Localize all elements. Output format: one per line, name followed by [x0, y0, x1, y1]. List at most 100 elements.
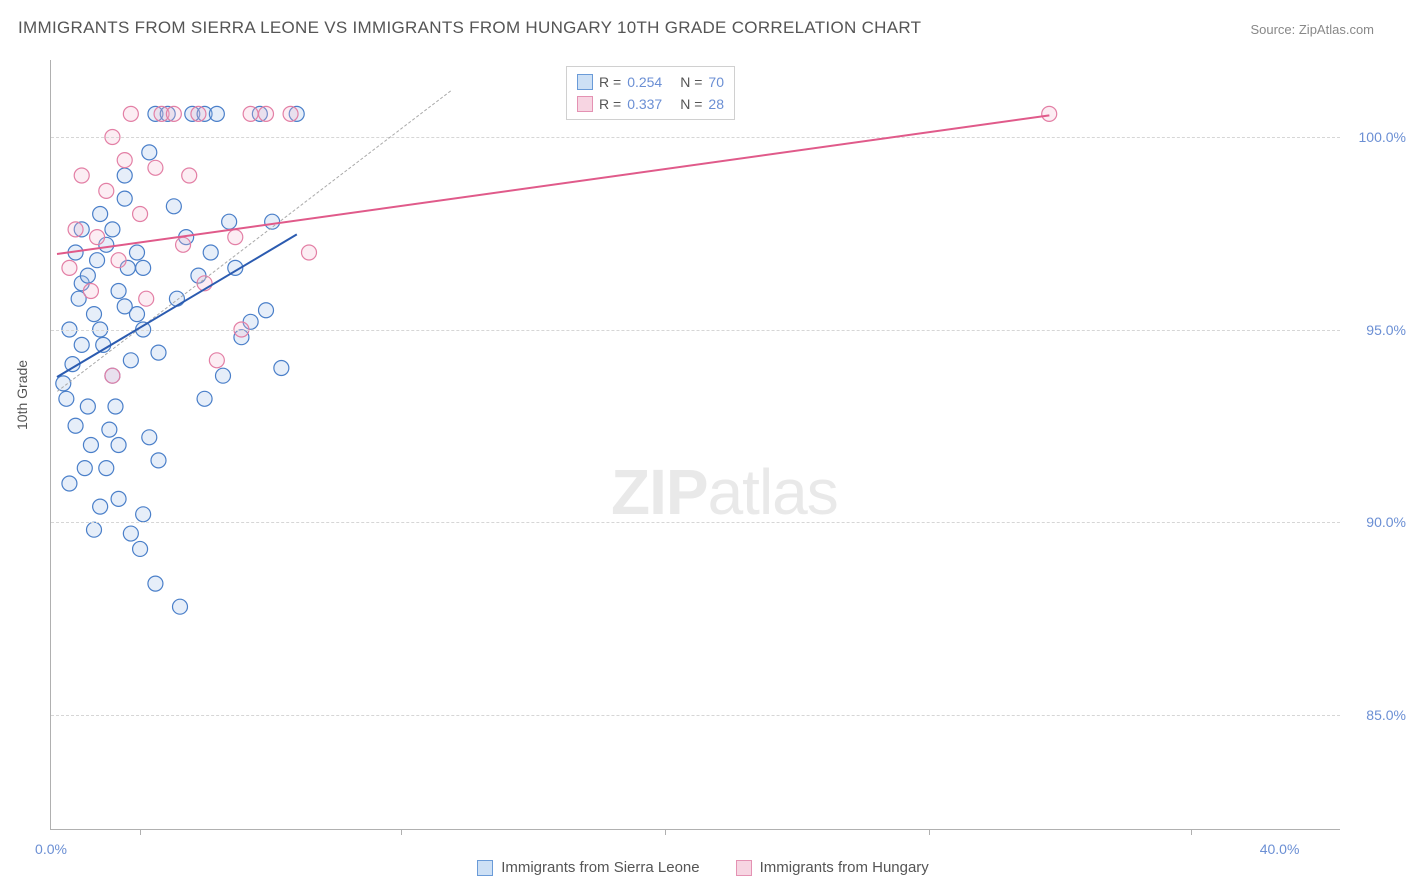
- data-point: [191, 106, 206, 121]
- legend-n-value: 28: [708, 96, 724, 112]
- data-point: [197, 391, 212, 406]
- legend-r-label: R =: [599, 96, 621, 112]
- data-point: [123, 106, 138, 121]
- x-tick-label: 40.0%: [1260, 841, 1300, 857]
- data-point: [228, 230, 243, 245]
- data-point: [117, 153, 132, 168]
- legend-swatch: [577, 96, 593, 112]
- y-tick-label: 95.0%: [1346, 322, 1406, 338]
- data-point: [93, 499, 108, 514]
- legend-row: R = 0.254 N = 70: [577, 71, 724, 93]
- data-point: [139, 291, 154, 306]
- legend-swatch: [577, 74, 593, 90]
- data-point: [62, 260, 77, 275]
- data-point: [117, 168, 132, 183]
- data-point: [136, 260, 151, 275]
- data-point: [80, 399, 95, 414]
- data-point: [209, 106, 224, 121]
- x-tick-mark: [929, 829, 930, 835]
- x-tick-label: 0.0%: [35, 841, 67, 857]
- data-point: [176, 237, 191, 252]
- gridline: [51, 330, 1340, 331]
- data-point: [80, 268, 95, 283]
- data-point: [62, 476, 77, 491]
- data-point: [203, 245, 218, 260]
- gridline: [51, 715, 1340, 716]
- source-attribution: Source: ZipAtlas.com: [1250, 22, 1374, 37]
- data-point: [90, 253, 105, 268]
- x-tick-mark: [1191, 829, 1192, 835]
- legend-swatch: [736, 860, 752, 876]
- data-point: [111, 284, 126, 299]
- gridline: [51, 137, 1340, 138]
- data-point: [102, 422, 117, 437]
- legend-row: R = 0.337 N = 28: [577, 93, 724, 115]
- legend-r-label: R =: [599, 74, 621, 90]
- data-point: [117, 191, 132, 206]
- legend-swatch: [477, 860, 493, 876]
- data-point: [99, 183, 114, 198]
- legend-n-label: N =: [680, 74, 702, 90]
- data-point: [68, 222, 83, 237]
- data-point: [87, 522, 102, 537]
- data-point: [83, 438, 98, 453]
- data-point: [59, 391, 74, 406]
- x-tick-mark: [665, 829, 666, 835]
- data-point: [216, 368, 231, 383]
- series-legend-item: Immigrants from Sierra Leone: [477, 859, 699, 876]
- series-legend-label: Immigrants from Sierra Leone: [501, 859, 699, 876]
- data-point: [222, 214, 237, 229]
- gridline: [51, 522, 1340, 523]
- y-tick-label: 90.0%: [1346, 514, 1406, 530]
- data-point: [259, 303, 274, 318]
- legend-n-value: 70: [708, 74, 724, 90]
- y-axis-label: 10th Grade: [14, 360, 30, 430]
- data-point: [93, 207, 108, 222]
- legend-r-value: 0.254: [627, 74, 662, 90]
- legend-r-value: 0.337: [627, 96, 662, 112]
- data-point: [243, 106, 258, 121]
- data-point: [209, 353, 224, 368]
- data-point: [68, 418, 83, 433]
- legend-n-label: N =: [680, 96, 702, 112]
- data-point: [182, 168, 197, 183]
- data-point: [173, 599, 188, 614]
- data-point: [108, 399, 123, 414]
- data-point: [130, 307, 145, 322]
- series-legend: Immigrants from Sierra Leone Immigrants f…: [0, 859, 1406, 876]
- data-point: [111, 253, 126, 268]
- y-tick-label: 100.0%: [1346, 129, 1406, 145]
- data-point: [133, 541, 148, 556]
- data-point: [148, 160, 163, 175]
- series-legend-item: Immigrants from Hungary: [736, 859, 929, 876]
- data-point: [151, 345, 166, 360]
- data-point: [133, 207, 148, 222]
- data-point: [74, 168, 89, 183]
- data-point: [105, 222, 120, 237]
- series-legend-label: Immigrants from Hungary: [760, 859, 929, 876]
- scatter-plot-area: ZIPatlas 85.0%90.0%95.0%100.0%0.0%40.0%: [50, 60, 1340, 830]
- data-point: [130, 245, 145, 260]
- data-point: [74, 337, 89, 352]
- data-point: [123, 526, 138, 541]
- data-point: [87, 307, 102, 322]
- data-point: [105, 368, 120, 383]
- data-point: [259, 106, 274, 121]
- x-tick-mark: [401, 829, 402, 835]
- data-point: [90, 230, 105, 245]
- data-point: [123, 353, 138, 368]
- data-point: [111, 438, 126, 453]
- data-point: [274, 361, 289, 376]
- data-point: [111, 491, 126, 506]
- data-point: [77, 461, 92, 476]
- chart-title: IMMIGRANTS FROM SIERRA LEONE VS IMMIGRAN…: [18, 18, 921, 38]
- data-point: [302, 245, 317, 260]
- data-point: [99, 461, 114, 476]
- y-tick-label: 85.0%: [1346, 707, 1406, 723]
- correlation-legend-box: R = 0.254 N = 70 R = 0.337 N = 28: [566, 66, 735, 120]
- data-point: [151, 453, 166, 468]
- data-point: [166, 106, 181, 121]
- data-point: [142, 145, 157, 160]
- data-point: [142, 430, 157, 445]
- data-point: [136, 507, 151, 522]
